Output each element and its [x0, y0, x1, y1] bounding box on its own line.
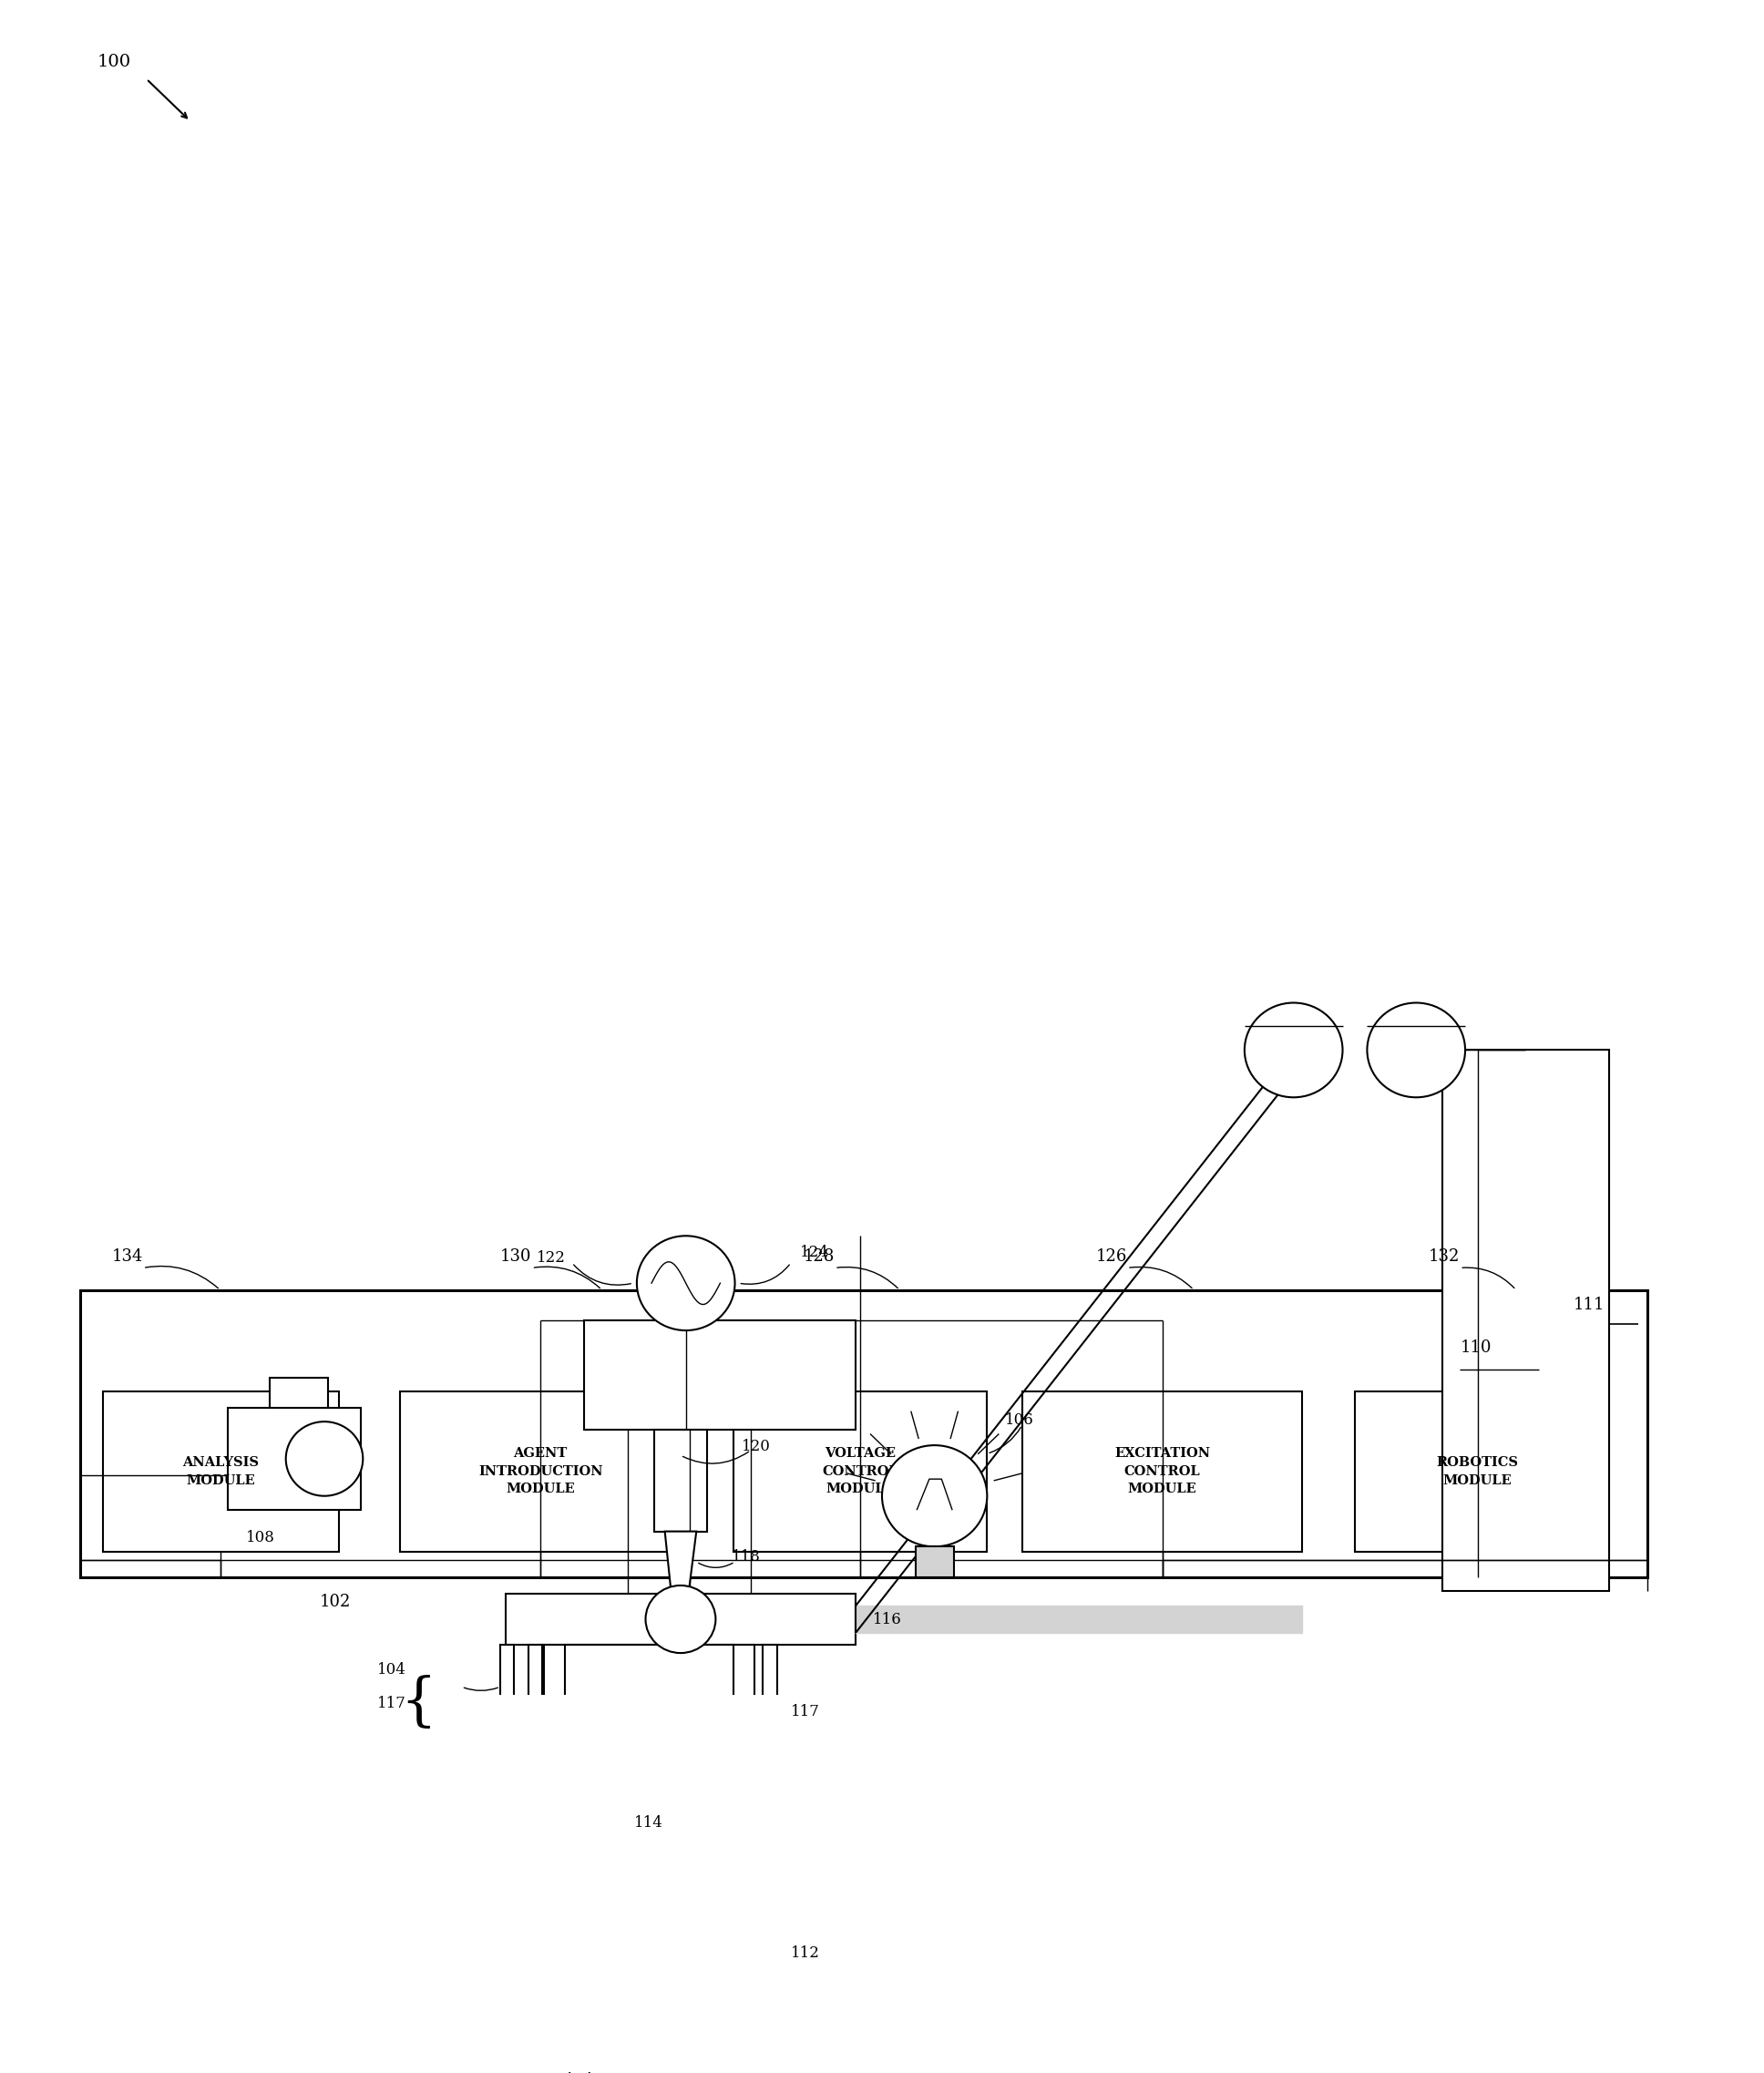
Circle shape [1245, 1003, 1342, 1097]
Text: EXCITATION
CONTROL
MODULE: EXCITATION CONTROL MODULE [1115, 1447, 1210, 1495]
Text: 126: 126 [1095, 1248, 1127, 1265]
Bar [102, 1391, 339, 1553]
Bar [527, 1644, 542, 2042]
Text: 104: 104 [377, 1663, 407, 1677]
Bar [762, 1644, 776, 1940]
Text: 110: 110 [1461, 1339, 1491, 1356]
Bar [916, 1546, 954, 1578]
Circle shape [286, 1422, 363, 1497]
Bar [270, 1379, 328, 1408]
Circle shape [646, 1586, 716, 1652]
Bar [564, 1644, 734, 1940]
Text: 112: 112 [790, 1947, 820, 1961]
Text: 106: 106 [1004, 1412, 1034, 1428]
Bar [228, 1408, 362, 1509]
Text: 118: 118 [732, 1549, 760, 1565]
Bar [1021, 1391, 1302, 1553]
Polygon shape [665, 1532, 697, 1607]
Circle shape [637, 1236, 736, 1331]
Bar [501, 1644, 515, 2042]
Text: AGENT
INTRODUCTION
MODULE: AGENT INTRODUCTION MODULE [478, 1447, 603, 1495]
Text: {: { [400, 1675, 436, 1731]
Text: 100: 100 [97, 54, 131, 70]
Bar [400, 1391, 681, 1553]
Text: 132: 132 [1429, 1248, 1461, 1265]
Text: ANALYSIS
MODULE: ANALYSIS MODULE [183, 1455, 259, 1486]
Bar [654, 1430, 707, 1532]
Text: 111: 111 [1573, 1296, 1605, 1312]
Text: 114: 114 [635, 1816, 663, 1830]
Bar [79, 1289, 1648, 1578]
Text: 116: 116 [873, 1611, 901, 1627]
Bar [1443, 1051, 1609, 1590]
Text: 117: 117 [790, 1704, 820, 1721]
Text: 102: 102 [319, 1594, 351, 1611]
Text: 124: 124 [799, 1246, 829, 1260]
Text: 130: 130 [501, 1248, 531, 1265]
Text: VOLTAGE
CONTROL
MODULE: VOLTAGE CONTROL MODULE [822, 1447, 898, 1495]
Bar [564, 1940, 734, 1965]
Bar [543, 1644, 755, 2042]
Circle shape [1367, 1003, 1466, 1097]
Bar [584, 1321, 856, 1430]
Text: 117: 117 [377, 1696, 407, 1712]
Bar [506, 1594, 856, 1644]
Text: 120: 120 [743, 1439, 771, 1455]
Bar [1355, 1391, 1600, 1553]
Circle shape [882, 1445, 988, 1546]
Bar [734, 1391, 988, 1553]
Text: ROBOTICS
MODULE: ROBOTICS MODULE [1436, 1455, 1519, 1486]
Text: 122: 122 [536, 1250, 566, 1265]
Text: 108: 108 [245, 1530, 275, 1544]
Text: 134: 134 [111, 1248, 143, 1265]
Text: 128: 128 [803, 1248, 834, 1265]
